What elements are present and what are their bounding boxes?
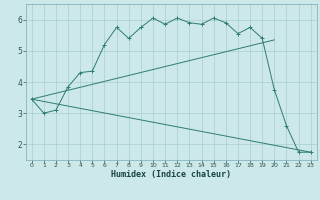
X-axis label: Humidex (Indice chaleur): Humidex (Indice chaleur) (111, 170, 231, 179)
